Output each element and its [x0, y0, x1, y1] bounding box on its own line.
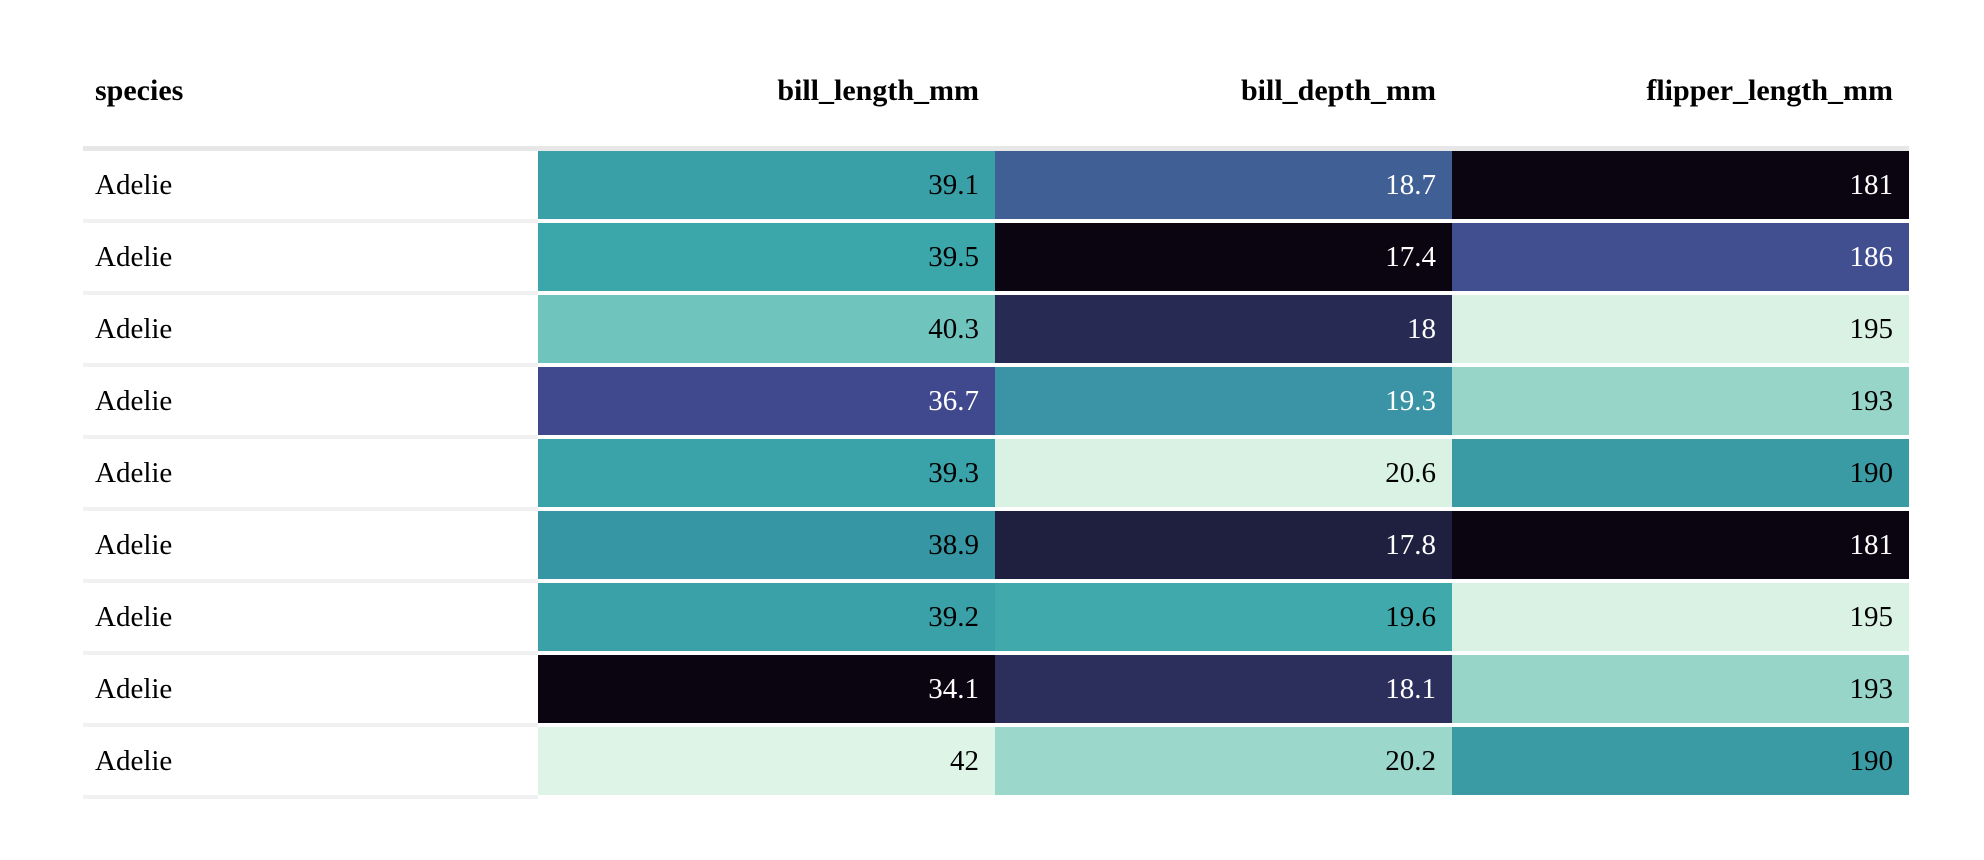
cell-bill-depth-mm: 17.8	[995, 511, 1452, 583]
cell-bill-depth-mm: 18	[995, 295, 1452, 367]
cell-bill-depth-mm: 20.2	[995, 727, 1452, 799]
header-row: species bill_length_mm bill_depth_mm fli…	[83, 0, 1909, 151]
cell-species: Adelie	[83, 223, 538, 295]
table-row: Adelie 40.3 18 195	[83, 295, 1909, 367]
table-row: Adelie 39.1 18.7 181	[83, 151, 1909, 223]
cell-flipper-length-mm: 195	[1452, 583, 1909, 655]
cell-flipper-length-mm: 181	[1452, 151, 1909, 223]
cell-bill-depth-mm: 20.6	[995, 439, 1452, 511]
column-header-species: species	[83, 0, 538, 151]
cell-bill-depth-mm: 18.7	[995, 151, 1452, 223]
cell-species: Adelie	[83, 151, 538, 223]
cell-bill-depth-mm: 18.1	[995, 655, 1452, 727]
cell-species: Adelie	[83, 439, 538, 511]
column-header-bill-depth-mm: bill_depth_mm	[995, 0, 1452, 151]
table-row: Adelie 38.9 17.8 181	[83, 511, 1909, 583]
cell-flipper-length-mm: 195	[1452, 295, 1909, 367]
column-header-bill-length-mm: bill_length_mm	[538, 0, 995, 151]
cell-flipper-length-mm: 193	[1452, 367, 1909, 439]
cell-bill-length-mm: 39.1	[538, 151, 995, 223]
cell-flipper-length-mm: 190	[1452, 439, 1909, 511]
table-row: Adelie 39.2 19.6 195	[83, 583, 1909, 655]
cell-bill-length-mm: 38.9	[538, 511, 995, 583]
cell-bill-length-mm: 36.7	[538, 367, 995, 439]
cell-bill-depth-mm: 19.3	[995, 367, 1452, 439]
cell-bill-length-mm: 42	[538, 727, 995, 799]
cell-flipper-length-mm: 190	[1452, 727, 1909, 799]
cell-species: Adelie	[83, 727, 538, 799]
cell-species: Adelie	[83, 583, 538, 655]
cell-flipper-length-mm: 193	[1452, 655, 1909, 727]
table-row: Adelie 39.5 17.4 186	[83, 223, 1909, 295]
cell-bill-length-mm: 39.5	[538, 223, 995, 295]
penguins-heatmap-table: species bill_length_mm bill_depth_mm fli…	[83, 0, 1909, 799]
cell-bill-length-mm: 39.3	[538, 439, 995, 511]
column-header-flipper-length-mm: flipper_length_mm	[1452, 0, 1909, 151]
cell-species: Adelie	[83, 295, 538, 367]
table-row: Adelie 39.3 20.6 190	[83, 439, 1909, 511]
table-header: species bill_length_mm bill_depth_mm fli…	[83, 0, 1909, 151]
cell-flipper-length-mm: 181	[1452, 511, 1909, 583]
cell-bill-length-mm: 34.1	[538, 655, 995, 727]
cell-species: Adelie	[83, 367, 538, 439]
table-body: Adelie 39.1 18.7 181 Adelie 39.5 17.4 186 Adelie…	[83, 151, 1909, 799]
cell-bill-length-mm: 39.2	[538, 583, 995, 655]
cell-bill-depth-mm: 17.4	[995, 223, 1452, 295]
cell-species: Adelie	[83, 655, 538, 727]
table-row: Adelie 34.1 18.1 193	[83, 655, 1909, 727]
cell-bill-length-mm: 40.3	[538, 295, 995, 367]
cell-species: Adelie	[83, 511, 538, 583]
cell-bill-depth-mm: 19.6	[995, 583, 1452, 655]
cell-flipper-length-mm: 186	[1452, 223, 1909, 295]
table-row: Adelie 42 20.2 190	[83, 727, 1909, 799]
table-row: Adelie 36.7 19.3 193	[83, 367, 1909, 439]
